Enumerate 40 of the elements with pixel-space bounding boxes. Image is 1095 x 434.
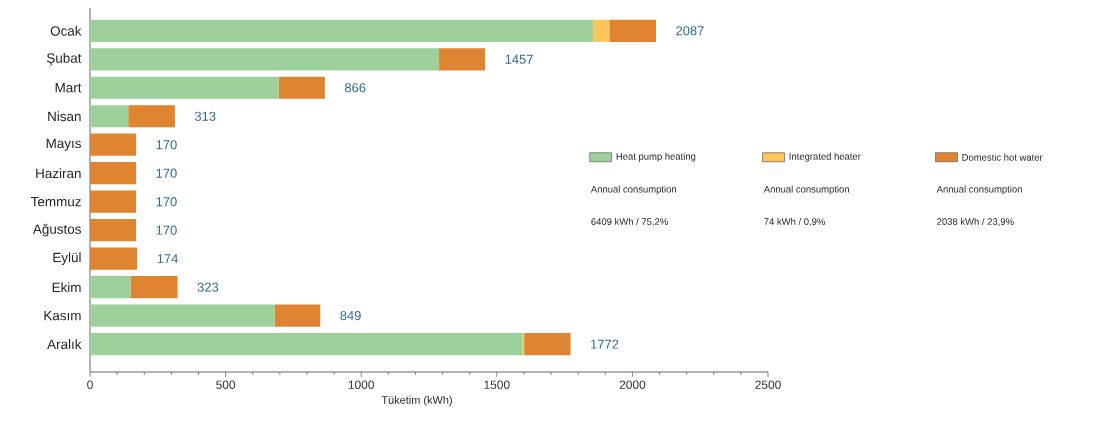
y-tick-label: Ağustos (32, 223, 81, 237)
y-tick-label: Temmuz (30, 196, 81, 207)
total-label: 849 (340, 311, 361, 321)
text: Annual consumption (936, 185, 1022, 195)
legend-label: Domestic hot water (962, 153, 1043, 161)
x-tick-label: 500 (216, 380, 236, 389)
total-label: 313 (194, 111, 216, 121)
total-label: 1772 (591, 339, 619, 349)
y-tick-label: Mart (55, 83, 82, 93)
total-label: 1457 (505, 54, 533, 64)
annotation: Annual consumption (763, 185, 849, 195)
total-label: 2087 (676, 26, 704, 36)
y-tick-label: Kasım (44, 310, 81, 321)
x-tick-label: 1500 (484, 380, 510, 389)
total-label: 174 (157, 254, 178, 264)
y-tick-label: Mayıs (46, 138, 81, 151)
x-axis-title: Tüketim (kWh) (381, 395, 452, 407)
annotation: 74 kWh / 0,9% (764, 218, 825, 227)
total-label: 170 (156, 225, 177, 235)
legend-label: Integrated heater (789, 152, 861, 162)
total-label: 170 (156, 140, 177, 150)
total-label: 170 (156, 168, 177, 178)
y-tick-label: Ekim (52, 282, 81, 292)
x-tick-label: 2000 (619, 380, 646, 389)
y-tick-label: Şubat (46, 52, 82, 66)
y-tick-label: Haziran (36, 168, 81, 179)
y-tick-label: Nisan (48, 111, 81, 122)
x-tick-label: 0 (87, 380, 93, 389)
text: 2038 kWh / 23,9% (937, 218, 1014, 227)
y-tick-label: Ocak (50, 25, 82, 36)
y-tick-label: Aralık (47, 339, 82, 350)
annotation: Annual consumption (590, 185, 677, 195)
legend-label: Heat pump heating (616, 152, 696, 162)
annotation: 6409 kWh / 75,2% (591, 218, 668, 227)
total-label: 866 (344, 83, 366, 93)
total-label: 323 (197, 282, 219, 292)
total-label: 170 (156, 197, 177, 207)
y-tick-label: Eylül (53, 252, 81, 265)
x-tick-label: 2500 (755, 380, 781, 389)
x-tick-label: 1000 (348, 380, 375, 389)
